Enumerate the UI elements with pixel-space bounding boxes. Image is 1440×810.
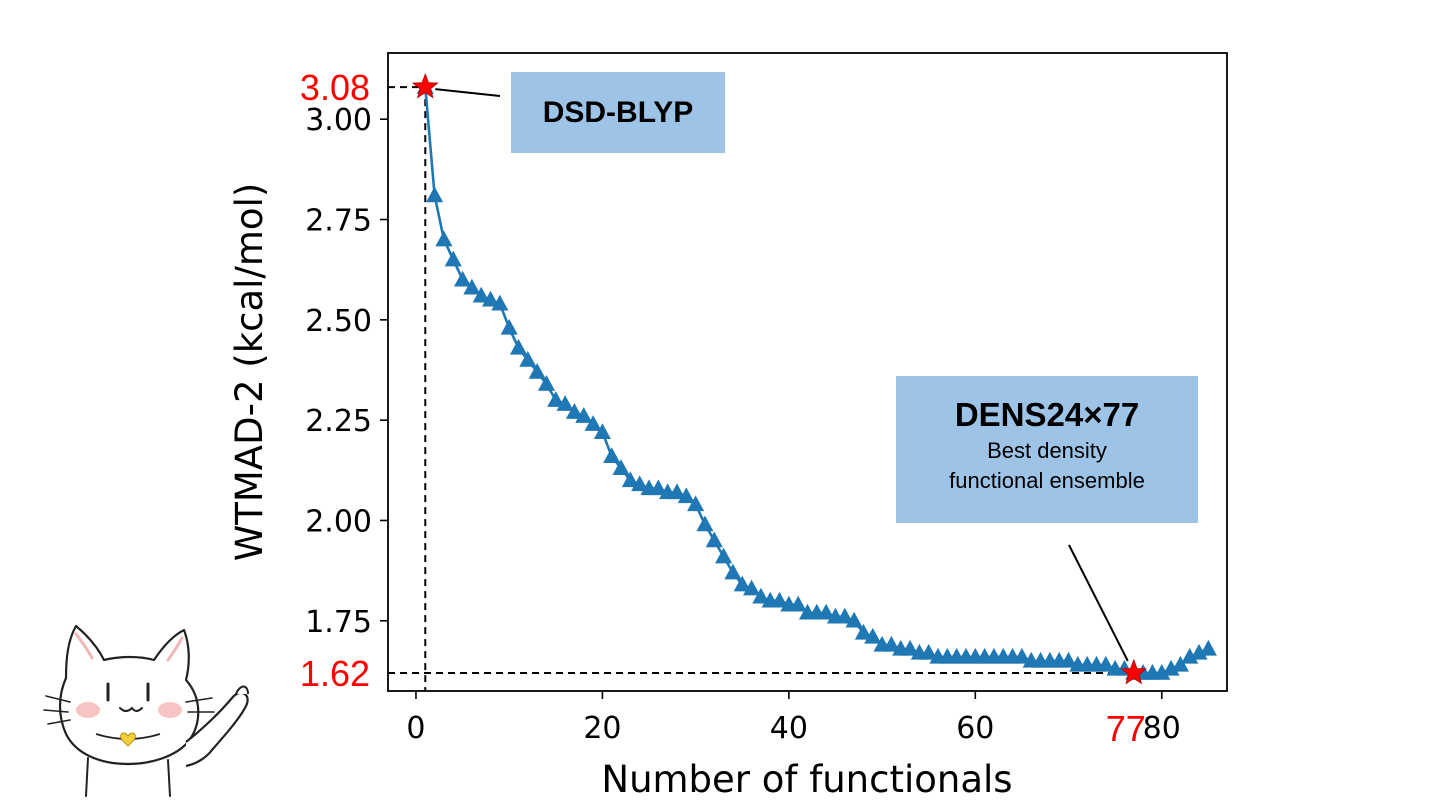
data-point	[621, 471, 639, 488]
y-tick-label: 1.75	[305, 605, 372, 640]
y-tick-label: 3.00	[305, 103, 372, 138]
data-point	[789, 595, 807, 612]
data-point	[677, 487, 695, 504]
data-point	[854, 623, 872, 640]
plot-frame	[387, 52, 1228, 692]
data-point	[509, 338, 528, 355]
y-tick-label: 2.50	[305, 304, 372, 339]
data-point	[668, 483, 686, 500]
data-point	[752, 587, 770, 604]
data-point	[1181, 647, 1199, 664]
data-point	[770, 591, 789, 608]
callout-dsd-blyp: DSD-BLYP	[511, 72, 725, 153]
guide-lines	[388, 86, 1134, 691]
highlight-y-label: 3.08	[300, 67, 370, 108]
series-layer	[416, 78, 1217, 680]
callout-dsd-blyp-title: DSD-BLYP	[542, 96, 694, 129]
highlight-y-label: 1.62	[300, 653, 370, 694]
data-point	[444, 250, 462, 267]
x-axis-title: Number of functionals	[601, 758, 1012, 801]
highlight-x-label: 77	[1106, 708, 1146, 749]
data-point	[491, 294, 509, 311]
highlight-star	[1120, 658, 1148, 685]
x-tick-label: 20	[583, 711, 621, 746]
data-point	[575, 407, 593, 423]
data-point	[528, 363, 546, 379]
y-tick-label: 2.00	[305, 504, 372, 539]
data-point	[500, 318, 518, 335]
data-point	[631, 475, 649, 492]
connector-dsd-blyp	[435, 88, 501, 97]
x-tick-label: 40	[770, 711, 808, 746]
x-tick-label: 60	[956, 711, 994, 746]
y-tick-label: 2.75	[305, 204, 372, 239]
data-point	[612, 459, 630, 476]
data-point	[743, 579, 761, 596]
callout-dens24: DENS24×77 Best density functional ensemb…	[896, 376, 1198, 523]
highlight-star	[411, 72, 439, 99]
data-point	[864, 627, 882, 644]
callout-dens24-subtitle-line2: functional ensemble	[949, 468, 1145, 493]
data-point	[603, 447, 621, 464]
data-point	[901, 639, 919, 656]
data-point	[481, 290, 500, 307]
y-tick-label: 2.25	[305, 404, 372, 439]
data-point	[1097, 655, 1115, 672]
x-tick-label: 80	[1143, 711, 1181, 746]
data-point	[435, 230, 453, 247]
callout-dens24-title: DENS24×77	[954, 396, 1140, 433]
data-point	[547, 391, 565, 407]
y-axis-title: WTMAD-2 (kcal/mol)	[228, 183, 271, 562]
data-point	[882, 635, 900, 652]
data-point	[426, 186, 444, 203]
data-point	[649, 479, 667, 496]
data-point	[472, 286, 490, 303]
highlight-layer: 3.08 1.62 77	[300, 67, 1148, 749]
callout-dens24-subtitle-line1: Best density	[987, 438, 1107, 463]
data-point	[817, 603, 835, 620]
data-point	[733, 575, 751, 592]
cat-mascot-icon	[43, 624, 249, 797]
data-point	[593, 423, 611, 439]
x-tick-label: 0	[406, 711, 425, 746]
data-point	[519, 350, 537, 367]
data-point	[696, 515, 714, 532]
data-point	[1059, 651, 1078, 668]
data-point	[584, 415, 602, 431]
data-point	[565, 403, 583, 419]
axis-ticks: 0 20 40 60 80 1.75 2.00 2.25 2.50 2.75 3.00	[305, 103, 1181, 746]
data-point	[845, 611, 863, 628]
data-point	[1190, 643, 1208, 660]
data-point	[1013, 647, 1031, 664]
data-point	[836, 607, 854, 624]
data-point	[463, 278, 481, 295]
data-point	[1171, 655, 1189, 672]
connector-dens24	[1068, 544, 1129, 662]
data-point	[1153, 663, 1171, 680]
data-point	[537, 375, 556, 391]
data-point	[715, 547, 733, 564]
data-point	[705, 531, 723, 548]
data-point	[454, 270, 472, 287]
data-point	[1162, 659, 1180, 676]
data-point	[556, 395, 574, 411]
data-point	[920, 643, 938, 660]
data-point	[1199, 639, 1217, 656]
data-point	[724, 563, 742, 580]
callout-connectors	[435, 88, 1129, 662]
data-point	[687, 495, 705, 512]
